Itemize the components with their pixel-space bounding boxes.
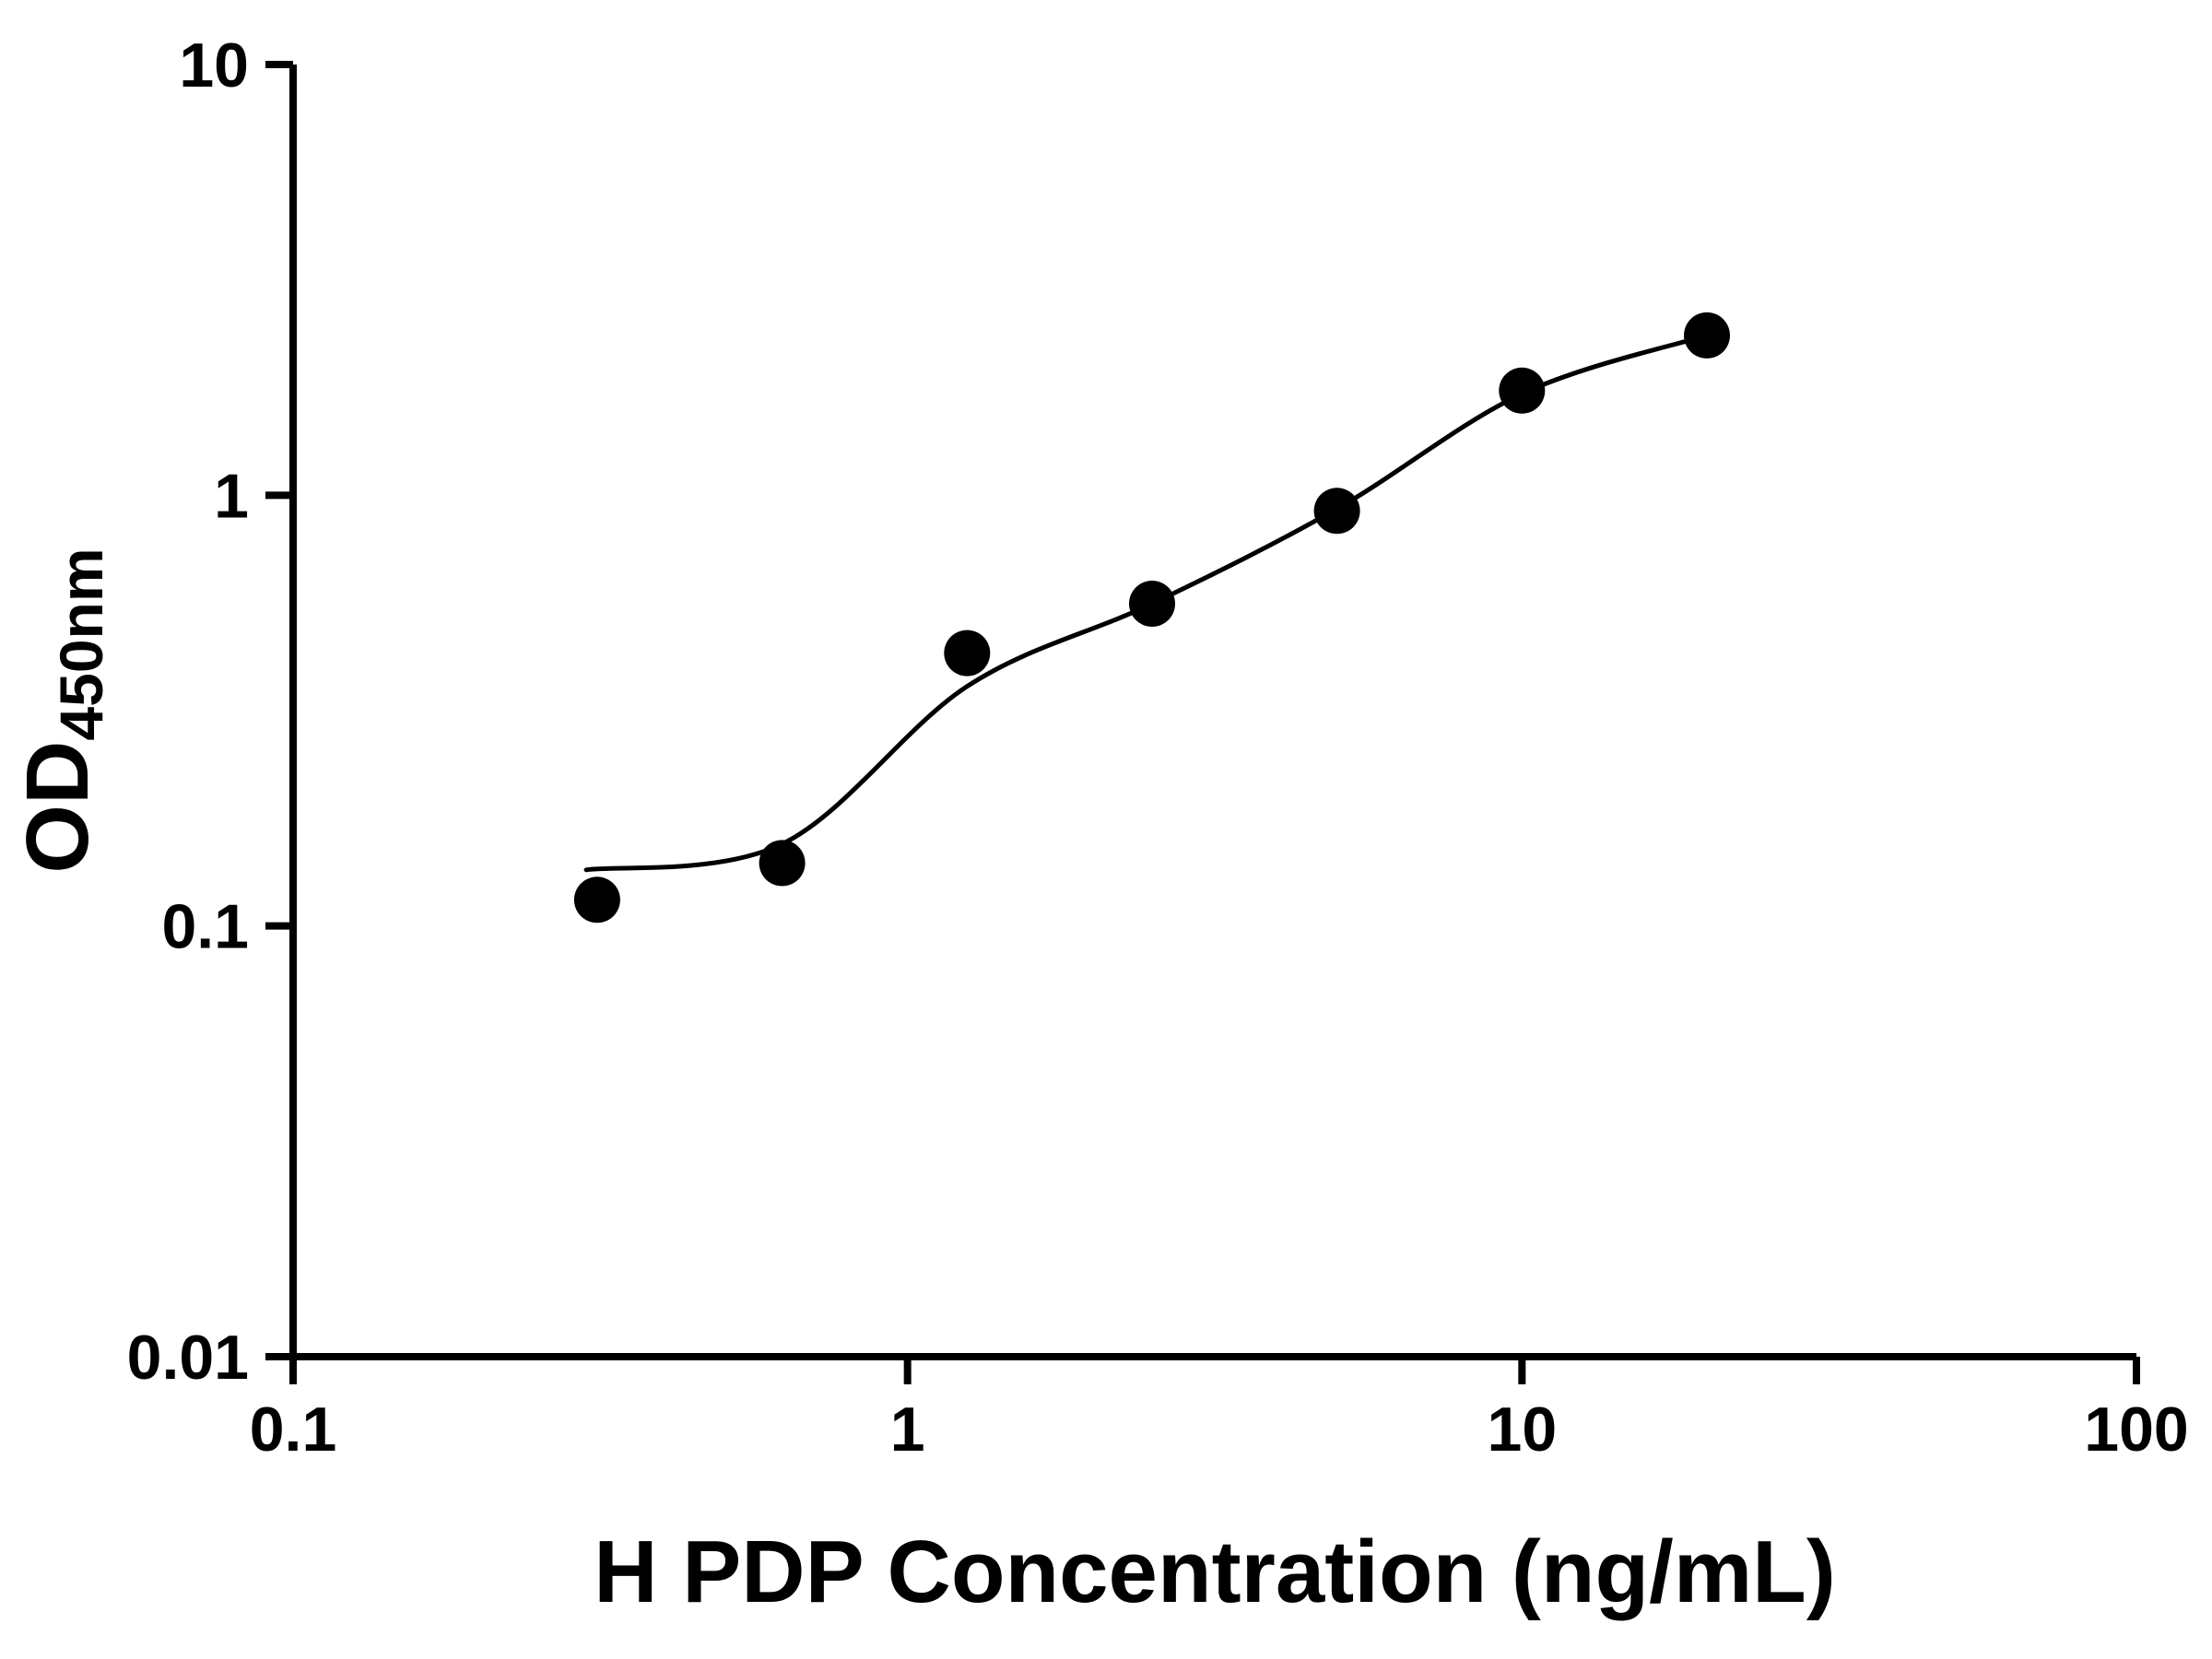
data-point (1313, 488, 1360, 535)
data-point (1129, 581, 1175, 627)
y-axis-title-main: OD (8, 741, 107, 874)
data-point (759, 840, 806, 887)
x-axis-title: H PDP Concentration (ng/mL) (594, 1523, 1836, 1621)
y-axis-title-subscript: 450nm (47, 547, 115, 740)
plot-area (573, 312, 1730, 924)
y-axis-title: OD450nm (8, 547, 115, 873)
y-tick-label-1: 1 (214, 461, 249, 531)
x-tick-label-0: 0.1 (250, 1394, 337, 1465)
axis-spines (289, 65, 2136, 1360)
x-tick-label-2: 10 (1488, 1394, 1558, 1465)
y-tick-label-2: 0.1 (161, 892, 249, 962)
axes (265, 61, 2140, 1384)
data-point (944, 629, 991, 677)
y-tick-label-3: 0.01 (127, 1323, 249, 1393)
x-tick-label-1: 1 (890, 1394, 925, 1465)
data-point (1684, 312, 1730, 359)
x-tick-label-3: 100 (2084, 1394, 2188, 1465)
y-tick-label-0: 10 (179, 30, 249, 100)
data-point (1499, 367, 1546, 414)
data-point (573, 877, 620, 924)
